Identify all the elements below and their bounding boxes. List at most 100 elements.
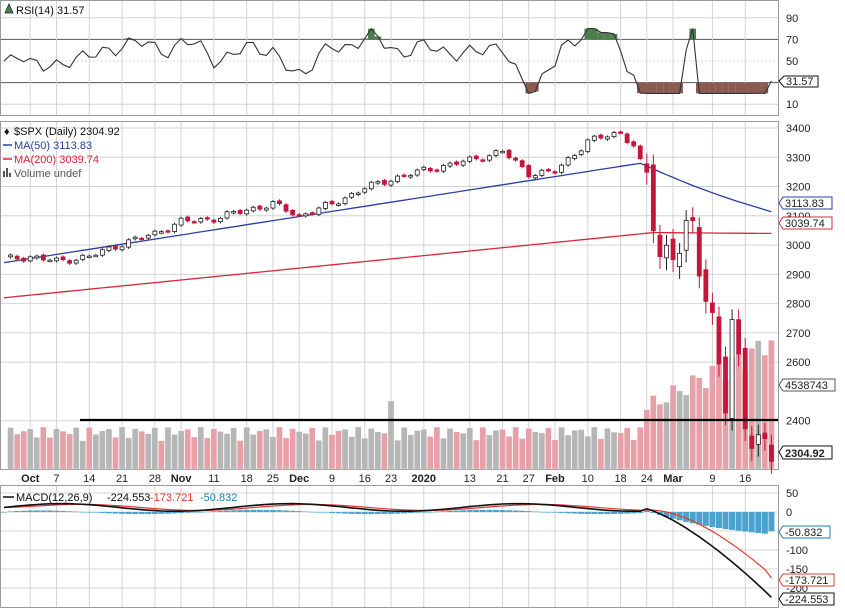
macd-histogram-bar	[499, 510, 506, 512]
candle-down	[637, 145, 643, 160]
volume-bar	[637, 427, 644, 470]
candle-down	[139, 237, 145, 241]
volume-bar	[623, 427, 631, 470]
macd-histogram-bar	[217, 510, 224, 512]
candle-up	[388, 180, 394, 186]
volume-bar	[558, 427, 565, 470]
x-tick-label: 21	[496, 473, 508, 485]
volume-bar	[236, 440, 244, 470]
rsi-oversold-fill	[735, 82, 742, 94]
volume-bar	[158, 440, 165, 470]
candle-down	[67, 260, 72, 264]
macd-histogram-bar	[748, 512, 755, 533]
price-tick-label: 3200	[786, 182, 810, 194]
macd-histogram-bar	[401, 512, 408, 514]
volume-bar	[578, 429, 585, 470]
ma50-flag: 3113.83	[778, 196, 833, 210]
rsi-oversold-fill	[748, 82, 756, 94]
candle-up	[323, 201, 328, 209]
volume-bar	[341, 429, 349, 470]
volume-bar	[669, 384, 677, 470]
volume-bar	[604, 428, 611, 470]
volume-bar	[591, 426, 598, 470]
macd-histogram-bar	[184, 512, 191, 513]
rsi-oversold-fill	[643, 82, 651, 94]
macd-histogram-bar	[73, 511, 80, 513]
macd-histogram-bar	[204, 511, 211, 513]
macd-legend-name: MACD(12,26,9)	[16, 492, 92, 504]
volume-bar	[289, 428, 296, 470]
candle-down	[513, 157, 519, 161]
price-tick-label: 3300	[786, 152, 810, 164]
candle-up	[231, 211, 236, 214]
volume-bar	[538, 432, 546, 470]
rsi-oversold-fill	[728, 82, 736, 94]
macd-histogram-bar	[79, 511, 86, 513]
candle-up	[86, 255, 92, 259]
candle-down	[526, 165, 532, 178]
volume-bar	[132, 428, 139, 470]
volume-bar	[86, 427, 93, 470]
volume-bar	[348, 436, 355, 470]
macd-histogram-bar	[768, 512, 775, 532]
x-tick-label: 28	[149, 473, 161, 485]
candle-down	[624, 133, 630, 144]
macd-histogram-bar	[683, 512, 690, 522]
macd-histogram-bar	[420, 512, 427, 513]
candle-down	[710, 302, 715, 313]
macd-histogram-bar	[276, 510, 283, 512]
volume-bar	[440, 438, 447, 470]
macd-histogram-bar	[624, 512, 631, 514]
volume-bar	[46, 437, 54, 470]
candle-up	[441, 164, 446, 172]
candle-down	[454, 161, 459, 165]
candle-up	[198, 218, 204, 223]
volume-flag: 4538743	[778, 378, 836, 392]
candle-up	[263, 207, 269, 211]
candle-up	[106, 246, 112, 252]
candle-down	[690, 217, 696, 221]
candle-down	[657, 234, 663, 258]
candle-up	[421, 166, 427, 170]
candle-down	[21, 257, 27, 262]
candle-up	[500, 150, 505, 154]
volume-bar	[197, 426, 204, 470]
macd-histogram-bar	[132, 512, 139, 515]
candle-up	[34, 255, 40, 259]
volume-bar	[263, 429, 270, 470]
price-tick-label: 2700	[786, 328, 810, 340]
candle-down	[736, 319, 742, 355]
volume-bar	[545, 427, 552, 470]
macd-histogram-bar	[302, 511, 309, 513]
candle-down	[434, 169, 440, 172]
macd-histogram-bar	[40, 510, 47, 512]
macd-histogram-bar	[158, 512, 165, 514]
volume-bar	[27, 428, 34, 470]
macd-histogram-bar	[440, 511, 447, 512]
price-flag-value: 2304.92	[785, 448, 825, 460]
candle-down	[401, 174, 407, 177]
axis-ticks: 9070503010340033003200310030002900280027…	[786, 13, 810, 595]
macd-histogram-bar	[309, 511, 316, 513]
candle-up	[119, 246, 125, 251]
macd-histogram-bar	[381, 512, 388, 515]
macd-histogram-bar	[492, 509, 499, 512]
macd-histogram-bar	[427, 511, 434, 513]
volume-bar	[204, 437, 211, 470]
macd-histogram-bar	[735, 512, 742, 531]
x-tick-label: Mar	[663, 473, 683, 485]
macd-tick-label: 50	[786, 488, 798, 500]
macd-histogram-bar	[355, 512, 362, 514]
macd-flag-value: -224.553	[785, 594, 828, 606]
volume-bar	[564, 434, 572, 470]
volume-bar	[368, 428, 375, 470]
volume-bar	[715, 364, 723, 470]
rsi-overbought-fill	[597, 32, 605, 40]
volume-bar	[335, 430, 342, 470]
macd-histogram-bar	[611, 512, 618, 515]
candle-down	[204, 217, 210, 220]
volume-bar	[243, 427, 250, 470]
rsi-panel-frame	[0, 0, 779, 116]
macd-histogram-bar	[479, 509, 486, 512]
volume-bar	[355, 426, 362, 470]
